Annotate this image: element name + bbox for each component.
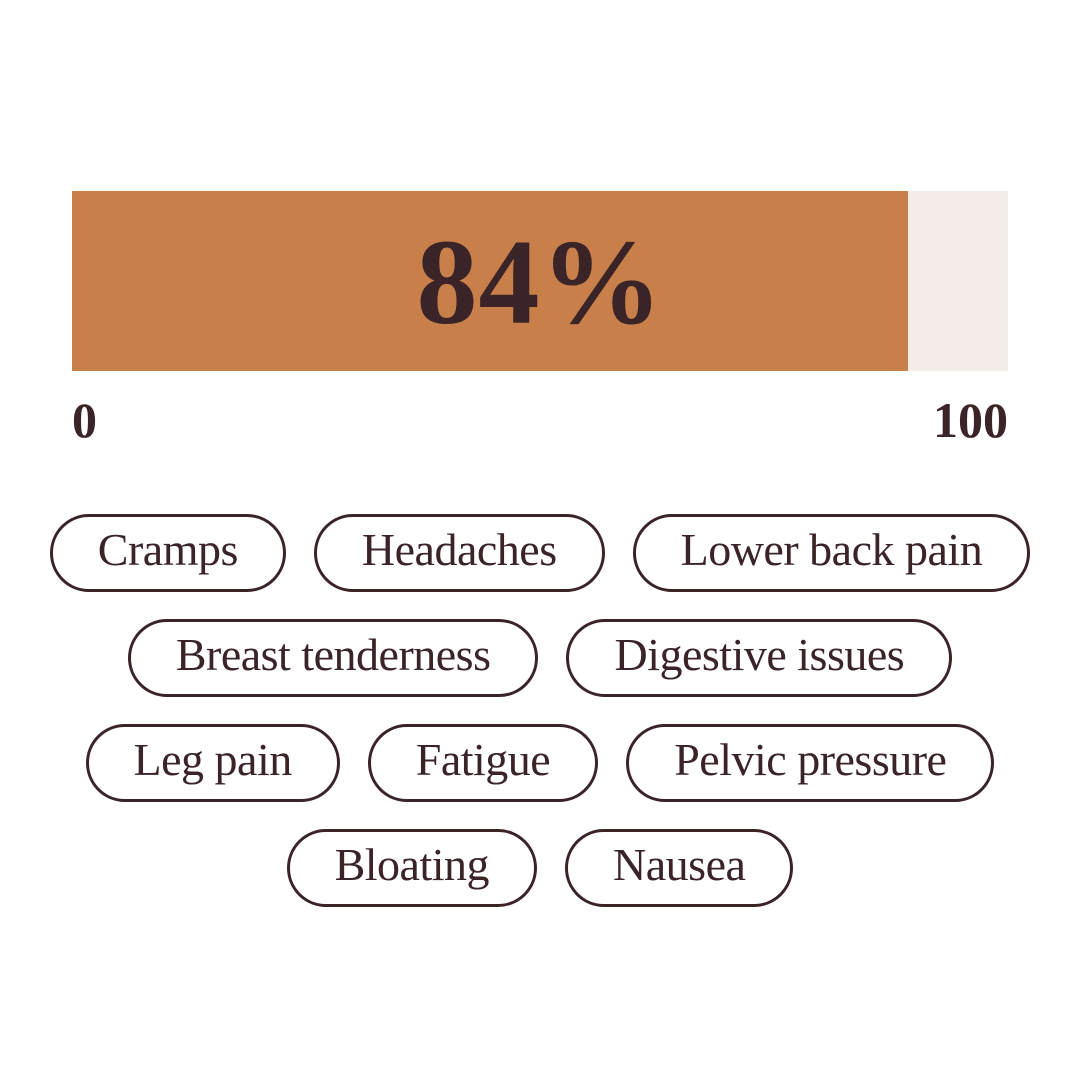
progress-bar-track: 84%: [72, 191, 1008, 371]
progress-bar: 84% 0 100: [72, 191, 1008, 445]
symptom-pill: Leg pain: [85, 724, 340, 802]
symptom-pill: Lower back pain: [632, 514, 1031, 592]
symptom-tag-row: Breast tenderness Digestive issues: [127, 619, 953, 697]
symptom-tag-row: Bloating Nausea: [286, 829, 794, 907]
symptom-pill: Nausea: [565, 829, 794, 907]
axis-scale: 0 100: [72, 395, 1008, 445]
symptom-pill: Headaches: [313, 514, 605, 592]
symptom-tag-row: Cramps Headaches Lower back pain: [49, 514, 1031, 592]
symptom-pill: Bloating: [286, 829, 538, 907]
symptom-pill: Fatigue: [367, 724, 599, 802]
symptom-pill: Breast tenderness: [127, 619, 539, 697]
symptom-tag-list: Cramps Headaches Lower back pain Breast ten…: [0, 514, 1080, 907]
axis-min-label: 0: [72, 392, 97, 448]
symptom-pill: Cramps: [49, 514, 286, 592]
symptom-pill: Digestive issues: [566, 619, 953, 697]
symptom-pill: Pelvic pressure: [626, 724, 995, 802]
axis-max-label: 100: [933, 392, 1008, 448]
progress-value-label: 84%: [416, 215, 664, 350]
progress-bar-fill: [72, 191, 908, 371]
symptom-tag-row: Leg pain Fatigue Pelvic pressure: [85, 724, 995, 802]
